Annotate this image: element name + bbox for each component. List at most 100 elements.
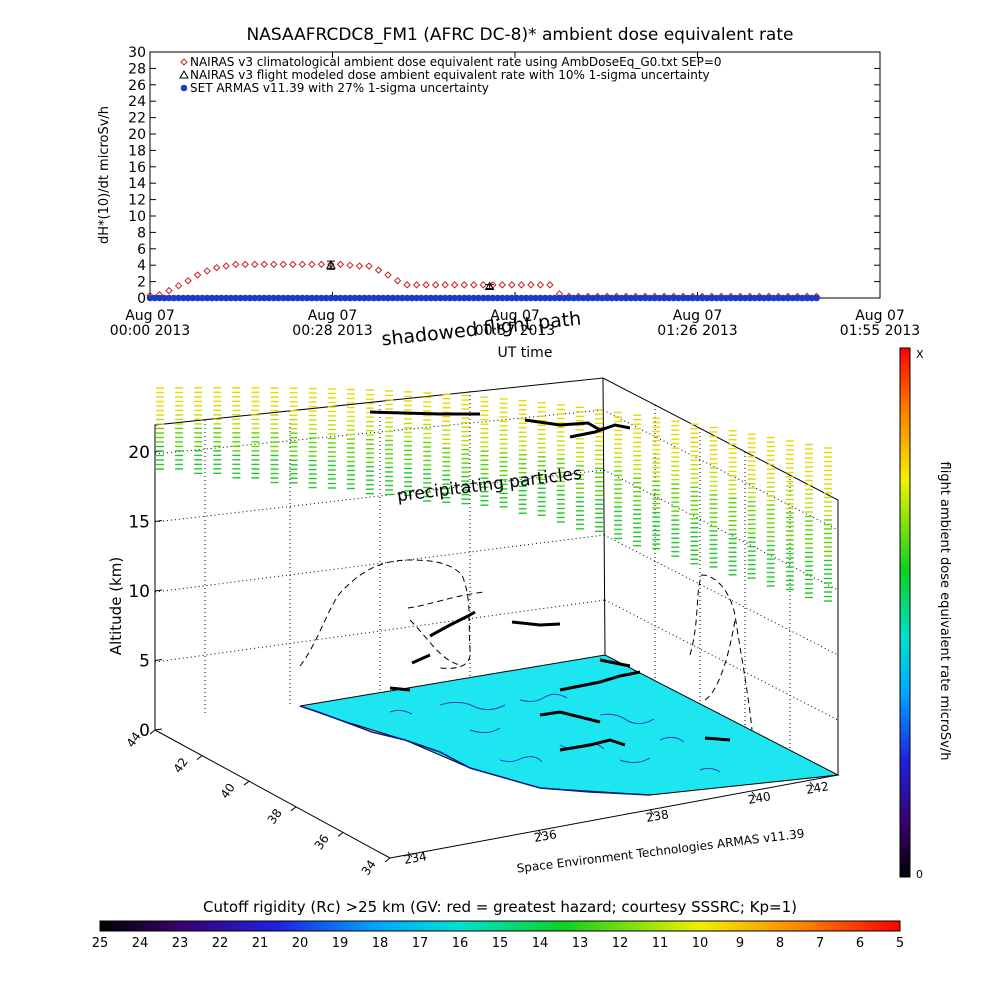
x-tick-label-time: 01:26 2013: [657, 323, 737, 339]
climatological-point: [212, 263, 221, 272]
rigidity-tick-label: 14: [532, 936, 549, 951]
legend-marker: [180, 84, 188, 92]
rigidity-tick-label: 13: [572, 936, 589, 951]
latitude-tick-label: 40: [218, 781, 238, 802]
rigidity-tick-label: 18: [372, 936, 389, 951]
climatological-point: [308, 260, 316, 269]
latitude-tick-mark: [384, 857, 391, 863]
climatological-point: [193, 271, 202, 279]
altitude-tick-mark: [154, 520, 163, 522]
altitude-tick-label: 5: [139, 652, 150, 672]
rigidity-tick-label: 23: [172, 936, 189, 951]
rigidity-tick-label: 16: [452, 936, 469, 951]
longitude-tick-label: 242: [805, 779, 830, 797]
credit-annotation: Space Environment Technologies ARMAS v11…: [516, 826, 805, 875]
x-tick-label-time: 00:28 2013: [292, 323, 372, 339]
climatological-point: [184, 277, 192, 285]
dose-colorbar-top-label: X: [916, 348, 924, 361]
climatological-point: [403, 281, 411, 289]
longitude-axis-ticks: 234 236 238 240 242: [403, 779, 830, 867]
armas-point: [813, 294, 820, 302]
x-tick-label-date: Aug 07: [855, 308, 905, 324]
y-tick-label: 10: [128, 209, 146, 225]
climatological-point: [355, 262, 364, 270]
legend-entry: SET ARMAS v11.39 with 27% 1-sigma uncert…: [180, 81, 489, 95]
latitude-tick-label: 34: [359, 857, 379, 878]
climatological-point: [251, 260, 259, 269]
latitude-tick-label: 42: [171, 755, 191, 776]
y-tick-label: 2: [137, 275, 146, 291]
flight-path-segments: [369, 410, 731, 752]
x-tick-label-date: Aug 07: [490, 308, 540, 324]
y-tick-label: 20: [128, 127, 146, 143]
altitude-tick-label: 15: [128, 513, 150, 533]
dose-rate-chart: NASAAFRCDC8_FM1 (AFRC DC-8)* ambient dos…: [97, 25, 920, 361]
climatological-point: [422, 281, 430, 289]
x-tick-label-date: Aug 07: [673, 308, 723, 324]
climatological-point: [270, 260, 278, 269]
legend-entry: NAIRAS v3 flight modeled dose ambient eq…: [179, 68, 710, 82]
flight-shadow-curves: [299, 559, 753, 731]
altitude-tick-mark: [154, 728, 163, 731]
x-axis-label: UT time: [498, 345, 553, 361]
altitude-tick-label: 20: [128, 443, 150, 463]
rigidity-tick-label: 22: [212, 936, 229, 951]
y-tick-label: 18: [128, 143, 146, 159]
dose-colorbar: [899, 347, 911, 878]
rigidity-tick-label: 24: [132, 936, 149, 951]
latitude-tick-mark: [290, 806, 297, 812]
climatological-point: [384, 271, 392, 279]
sea-surface: [299, 654, 840, 796]
rigidity-tick-label: 8: [776, 936, 784, 951]
climatological-point: [241, 260, 249, 269]
legend: NAIRAS v3 climatological ambient dose eq…: [179, 55, 722, 95]
dose-colorbar-bottom-label: 0: [916, 868, 923, 881]
latitude-tick-mark: [337, 832, 344, 837]
climatological-point: [527, 281, 535, 289]
latitude-tick-label: 38: [265, 806, 285, 827]
y-tick-label: 24: [128, 94, 146, 110]
climatological-point: [412, 281, 421, 289]
climatological-point: [279, 260, 288, 269]
series-climatological: [146, 260, 821, 301]
climatological-point: [346, 261, 354, 269]
rigidity-tick-label: 20: [292, 936, 309, 951]
climatological-point: [536, 281, 545, 289]
plot-series: [146, 260, 821, 302]
climatological-point: [441, 281, 449, 289]
climatological-point: [174, 281, 183, 290]
altitude-tick-label: 10: [128, 582, 150, 602]
climatological-point: [203, 267, 211, 275]
climatological-point: [517, 281, 526, 289]
climatological-point: [393, 277, 402, 285]
y-tick-label: 12: [128, 193, 146, 209]
x-tick-label-time: 00:57 2013: [475, 323, 555, 339]
climatological-point: [365, 262, 373, 270]
rigidity-tick-label: 7: [816, 936, 824, 951]
longitude-tick-mark: [751, 791, 757, 798]
rigidity-colorbar: [99, 920, 901, 932]
latitude-tick-mark: [243, 780, 250, 786]
y-tick-label: 14: [128, 176, 146, 192]
climatological-point: [165, 286, 173, 295]
y-tick-label: 30: [128, 45, 146, 61]
flight-3d-panel: 0 5 10 15 20 Altitude (km): [107, 308, 952, 881]
latitude-tick-mark: [196, 755, 203, 760]
x-tick-label-time: 01:55 2013: [840, 323, 920, 339]
rigidity-tick-label: 15: [492, 936, 509, 951]
x-tick-label-date: Aug 07: [125, 308, 175, 324]
coastline: [299, 705, 651, 796]
rigidity-tick-label: 17: [412, 936, 429, 951]
altitude-axis-ticks: 0 5 10 15 20: [128, 443, 163, 741]
y-tick-label: 4: [137, 258, 146, 274]
rigidity-tick-label: 19: [332, 936, 349, 951]
rigidity-tick-label: 10: [692, 936, 709, 951]
longitude-tick-mark: [649, 809, 655, 816]
climatological-point: [260, 260, 268, 269]
climatological-point: [317, 260, 326, 269]
latitude-tick-mark: [149, 729, 156, 735]
y-tick-label: 26: [128, 78, 146, 94]
longitude-tick-mark: [407, 851, 413, 858]
